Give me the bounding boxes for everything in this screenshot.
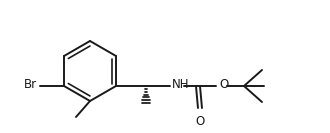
Text: Br: Br [24,78,37,92]
Text: NH: NH [172,78,189,92]
Text: O: O [219,78,228,92]
Text: O: O [195,115,205,128]
